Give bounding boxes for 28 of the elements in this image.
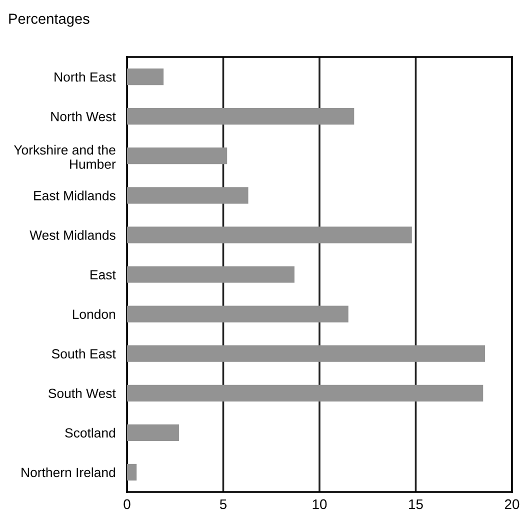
y-tick-label: Scotland bbox=[65, 428, 116, 438]
y-tick-label: Yorkshire and the Humber bbox=[14, 144, 116, 169]
x-tick-label: 5 bbox=[220, 499, 227, 510]
y-tick-label: East Midlands bbox=[34, 190, 116, 200]
y-tick-label: Northern Ireland bbox=[22, 467, 116, 478]
x-tick-label: 10 bbox=[312, 499, 327, 510]
x-tick-label: 20 bbox=[504, 499, 520, 510]
y-tick-label: West Midlands bbox=[30, 230, 116, 240]
y-tick-label: South West bbox=[48, 388, 116, 398]
y-tick-label: East bbox=[90, 270, 116, 280]
bar bbox=[127, 384, 484, 402]
bar bbox=[127, 187, 248, 204]
x-tick-label: 0 bbox=[124, 499, 130, 510]
chart-title: Percentages bbox=[9, 14, 90, 27]
bar bbox=[127, 226, 412, 244]
y-tick-label: London bbox=[72, 309, 116, 319]
bar bbox=[127, 68, 164, 86]
bar bbox=[127, 306, 348, 322]
bar bbox=[127, 424, 179, 441]
bar bbox=[127, 148, 228, 164]
bar bbox=[127, 345, 486, 362]
x-tick-label: 15 bbox=[409, 499, 423, 510]
y-tick-label: North West bbox=[51, 112, 116, 122]
y-tick-label: North East bbox=[54, 72, 116, 82]
bar bbox=[127, 108, 354, 125]
bar bbox=[127, 464, 137, 481]
bar bbox=[127, 266, 294, 283]
y-tick-label: South East bbox=[52, 348, 116, 358]
